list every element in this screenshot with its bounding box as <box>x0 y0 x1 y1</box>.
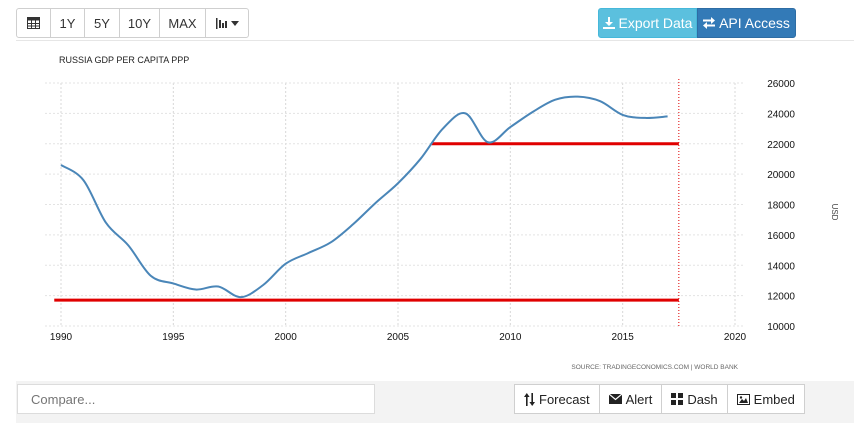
compare-input[interactable] <box>17 384 375 414</box>
export-data-button[interactable]: Export Data <box>598 8 697 38</box>
y-tick-label: 16000 <box>767 231 795 242</box>
y-tick-label: 12000 <box>767 292 795 303</box>
x-tick-label: 1990 <box>50 332 73 343</box>
y-tick-label: 18000 <box>767 201 795 212</box>
y-tick-label: 22000 <box>767 140 795 151</box>
bar-chart-icon <box>215 17 227 29</box>
range-max-button[interactable]: MAX <box>159 8 206 38</box>
x-tick-label: 2020 <box>724 332 747 343</box>
forecast-label: Forecast <box>539 391 590 407</box>
y-gridlines <box>45 82 745 327</box>
source-note: SOURCE: TRADINGECONOMICS.COM | WORLD BAN… <box>571 364 738 371</box>
envelope-icon <box>608 394 622 404</box>
dashboard-icon <box>671 393 684 405</box>
embed-button[interactable]: Embed <box>726 384 805 414</box>
x-tick-label: 1995 <box>162 332 185 343</box>
range-5y-button[interactable]: 5Y <box>84 8 120 38</box>
annotations <box>54 79 680 326</box>
x-tick-label: 2000 <box>275 332 298 343</box>
range-10y-button[interactable]: 10Y <box>119 8 160 38</box>
alert-button[interactable]: Alert <box>598 384 663 414</box>
y-tick-labels: 26000 24000 22000 20000 18000 16000 14000 12000… <box>767 79 795 333</box>
x-tick-label: 2005 <box>387 332 410 343</box>
calendar-icon <box>27 17 40 29</box>
sort-arrows-icon <box>524 392 535 406</box>
export-data-label: Export Data <box>618 15 693 31</box>
toolbar-divider <box>16 40 854 41</box>
x-tick-label: 2015 <box>612 332 635 343</box>
exchange-icon <box>703 17 716 29</box>
api-access-button[interactable]: API Access <box>697 8 796 38</box>
y-tick-label: 26000 <box>767 79 795 90</box>
forecast-button[interactable]: Forecast <box>514 384 600 414</box>
x-tick-labels: 1990 1995 2000 2005 2010 2015 2020 <box>50 332 747 343</box>
x-tick-label: 2010 <box>499 332 522 343</box>
embed-label: Embed <box>753 391 795 407</box>
alert-label: Alert <box>625 391 653 407</box>
chart-title: RUSSIA GDP PER CAPITA PPP <box>59 55 189 65</box>
dash-button[interactable]: Dash <box>661 384 728 414</box>
range-toolbar: 1Y 5Y 10Y MAX <box>16 8 249 38</box>
chart-type-dropdown[interactable] <box>205 8 249 38</box>
gdp-chart: RUSSIA GDP PER CAPITA PPP 1990 1995 2000 20… <box>45 55 839 371</box>
range-1y-button[interactable]: 1Y <box>50 8 85 38</box>
api-access-label: API Access <box>719 15 790 31</box>
series-line <box>60 95 668 299</box>
calendar-button[interactable] <box>16 8 51 38</box>
caret-down-icon <box>230 20 239 26</box>
image-icon <box>736 393 750 405</box>
dash-label: Dash <box>687 391 718 407</box>
y-tick-label: 20000 <box>767 170 795 181</box>
download-icon <box>602 17 615 29</box>
chart-actions: Forecast Alert Dash Embed <box>514 384 805 414</box>
y-tick-label: 14000 <box>767 261 795 272</box>
y-axis-unit: USD <box>830 204 839 221</box>
y-tick-label: 24000 <box>767 109 795 120</box>
y-tick-label: 10000 <box>767 322 795 333</box>
